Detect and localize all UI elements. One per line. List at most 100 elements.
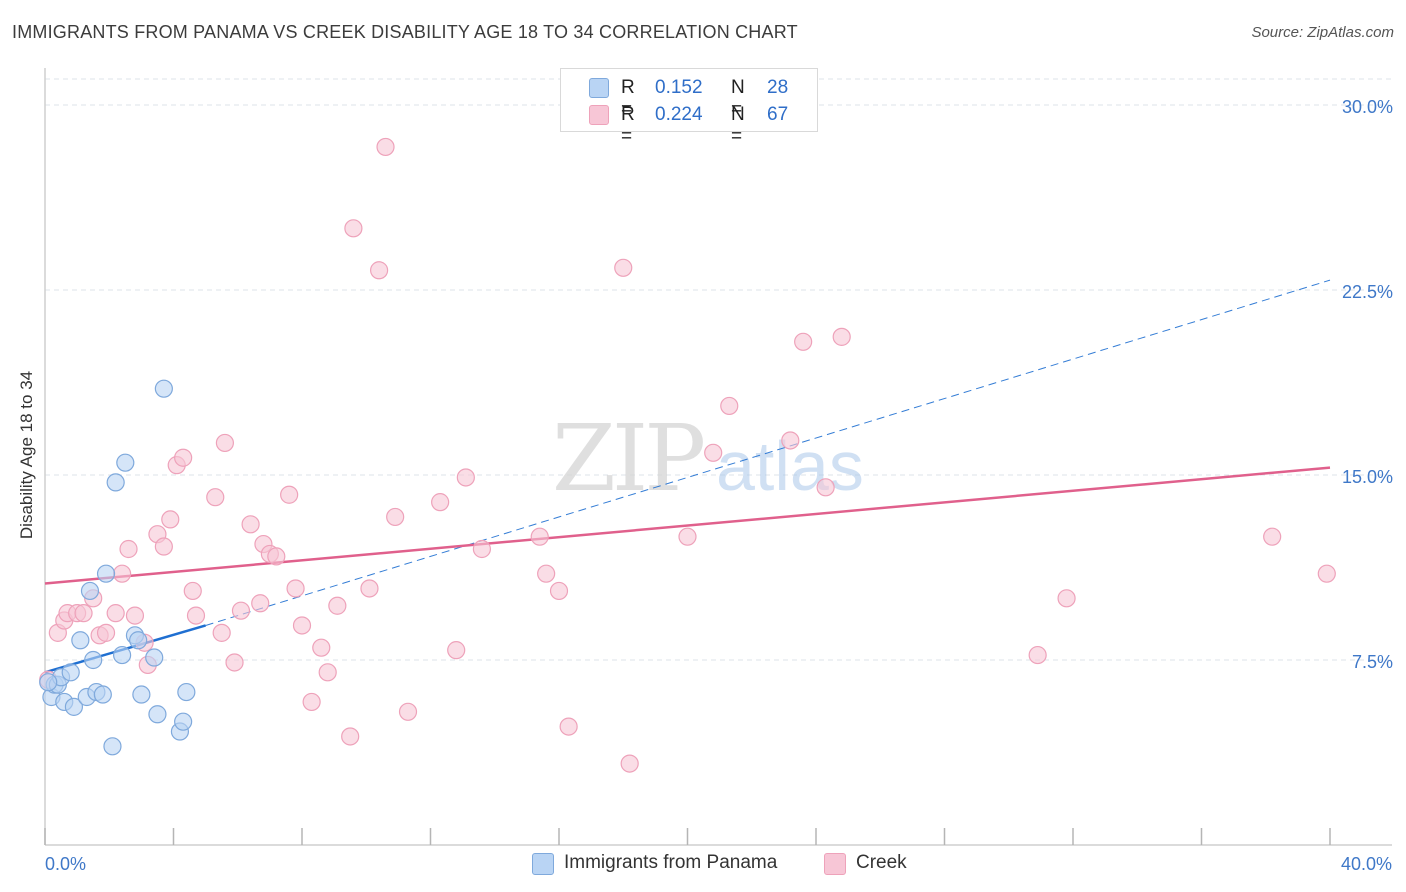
legend-n-label: N = xyxy=(731,104,745,147)
point-pink xyxy=(318,663,337,682)
point-pink xyxy=(832,327,851,346)
point-pink xyxy=(537,564,556,583)
y-tick-label: 30.0% xyxy=(1342,97,1393,117)
point-pink xyxy=(154,537,173,556)
legend-swatch-pink xyxy=(589,105,609,125)
point-pink xyxy=(530,527,549,546)
point-pink xyxy=(106,604,125,623)
bottom-legend-swatch-pink xyxy=(824,853,846,875)
y-tick-label: 15.0% xyxy=(1342,467,1393,487)
point-pink xyxy=(344,219,363,238)
grid-lines xyxy=(45,78,1392,661)
legend-r-label: R = xyxy=(621,77,635,120)
correlation-legend: R = 0.152 N = 28 R = 0.224 N = 67 xyxy=(560,68,818,147)
point-pink xyxy=(302,692,321,712)
point-pink xyxy=(704,443,723,462)
point-pink xyxy=(376,137,395,157)
point-pink xyxy=(794,332,813,351)
point-pink xyxy=(286,579,305,598)
point-pink xyxy=(341,727,360,746)
bottom-legend-label: Immigrants from Panama xyxy=(564,852,778,873)
legend-n-value: 28 xyxy=(767,77,789,98)
point-blue xyxy=(39,673,58,692)
point-pink xyxy=(312,638,331,657)
point-blue xyxy=(93,685,112,704)
point-pink xyxy=(620,754,639,773)
axes xyxy=(44,68,1392,846)
point-pink xyxy=(1028,645,1047,665)
legend-n-value: 67 xyxy=(767,104,789,125)
point-pink xyxy=(251,594,270,613)
point-pink xyxy=(456,468,475,487)
point-pink xyxy=(174,448,193,467)
point-blue xyxy=(145,648,164,667)
y-tick-label: 22.5% xyxy=(1342,282,1393,302)
point-pink xyxy=(678,527,697,546)
point-blue xyxy=(116,453,135,472)
y-tick-label: 7.5% xyxy=(1352,652,1393,672)
legend-n-label: N = xyxy=(731,77,745,120)
data-points xyxy=(39,137,1336,773)
point-blue xyxy=(80,581,100,601)
point-pink xyxy=(360,579,379,598)
point-pink xyxy=(447,641,466,660)
point-pink xyxy=(614,258,633,277)
point-pink xyxy=(386,507,405,527)
point-blue xyxy=(148,705,167,724)
point-pink xyxy=(781,431,800,450)
point-pink xyxy=(267,547,286,566)
point-pink xyxy=(816,478,835,497)
point-pink xyxy=(1263,527,1282,546)
bottom-legend-swatch-blue xyxy=(532,853,554,875)
point-pink xyxy=(212,623,231,642)
point-blue xyxy=(177,682,196,702)
point-pink xyxy=(1317,564,1336,583)
point-blue xyxy=(132,685,151,704)
point-blue xyxy=(174,712,193,731)
point-pink xyxy=(328,596,347,615)
point-blue xyxy=(64,697,84,716)
trend-dashed-blue xyxy=(205,279,1331,626)
x-tick-label: 0.0% xyxy=(45,854,86,874)
point-blue xyxy=(106,473,125,492)
point-pink xyxy=(125,606,145,625)
point-pink xyxy=(183,581,202,601)
point-blue xyxy=(84,650,103,670)
legend-r-value: 0.224 xyxy=(655,104,703,125)
point-pink xyxy=(215,433,234,453)
point-pink xyxy=(292,616,312,635)
point-pink xyxy=(119,539,138,559)
bottom-legend-label: Creek xyxy=(856,852,907,873)
point-pink xyxy=(1057,589,1076,608)
chart-title: IMMIGRANTS FROM PANAMA VS CREEK DISABILI… xyxy=(12,22,798,42)
point-pink xyxy=(472,539,491,559)
point-pink xyxy=(370,261,389,280)
watermark-zip: ZIP xyxy=(552,405,703,512)
point-blue xyxy=(71,631,90,650)
point-pink xyxy=(96,623,116,642)
point-pink xyxy=(559,717,578,736)
point-pink xyxy=(720,396,739,416)
point-blue xyxy=(112,645,132,665)
trend-line-pink xyxy=(44,466,1331,585)
point-pink xyxy=(186,606,206,625)
point-pink xyxy=(206,488,225,507)
point-pink xyxy=(398,702,418,721)
point-pink xyxy=(74,604,93,623)
point-pink xyxy=(280,485,299,504)
legend-swatch-blue xyxy=(589,78,609,98)
point-blue xyxy=(154,379,173,398)
tick-labels: 7.5% 15.0% 22.5% 30.0% 0.0% 40.0% xyxy=(45,97,1393,874)
legend-r-label: R = xyxy=(621,104,635,147)
point-pink xyxy=(112,564,132,583)
legend-r-value: 0.152 xyxy=(655,77,703,98)
point-pink xyxy=(549,581,569,601)
point-blue xyxy=(129,631,148,650)
watermark: ZIP atlas xyxy=(552,405,864,512)
point-pink xyxy=(241,515,260,534)
point-blue xyxy=(96,564,116,583)
source-label: Source: ZipAtlas.com xyxy=(1251,24,1394,41)
point-pink xyxy=(231,601,251,620)
point-blue xyxy=(61,663,80,682)
